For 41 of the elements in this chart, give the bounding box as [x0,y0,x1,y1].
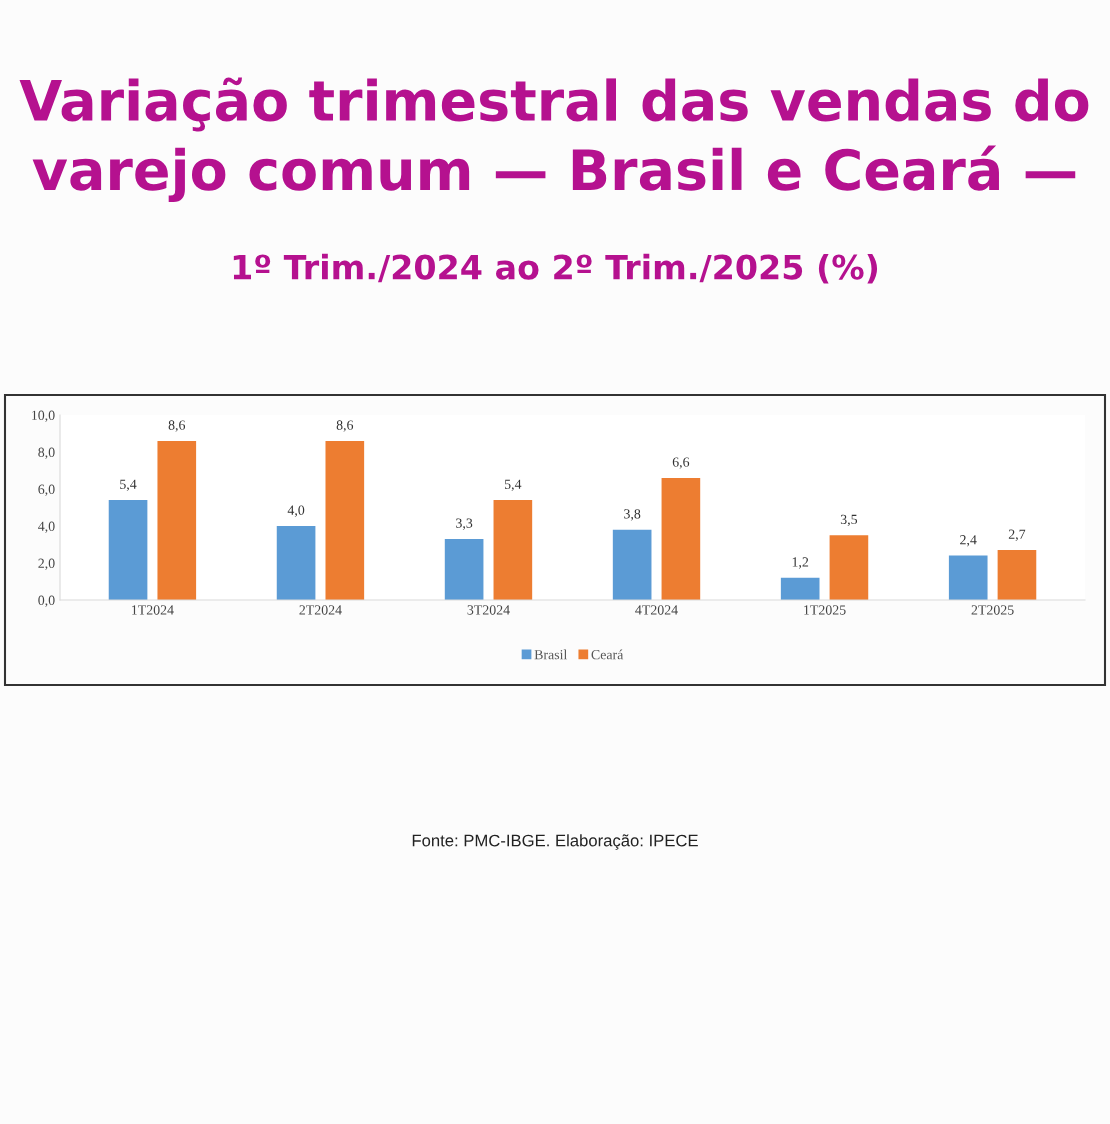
bar [948,555,988,600]
source-note: Fonte: PMC-IBGE. Elaboração: IPECE [412,834,698,850]
chart-subtitle: 1º Trim./2024 ao 2º Trim./2025 (%) [233,253,878,284]
bar [661,477,701,600]
bar [829,535,869,600]
data-label: 5,4 [504,479,522,491]
chart-title: Variação trimestral das vendas do varejo comum — Brasil e Ceará — [19,77,1089,202]
legend-label: Ceará [591,649,624,660]
data-label: 2,4 [960,535,977,547]
data-label: 4,0 [287,505,305,517]
x-tick-label: 1T2024 [132,605,174,615]
y-tick-label: 0,0 [38,595,55,607]
x-tick-label: 2T2024 [299,605,342,615]
data-label: 5,4 [120,479,137,491]
x-tick-label: 4T2024 [635,605,678,615]
bar [276,526,316,600]
bar [444,538,484,600]
data-label: 1,2 [792,557,809,569]
data-label: 8,6 [336,420,354,432]
bar [157,440,197,600]
x-tick-label: 1T2025 [804,605,846,615]
bar [108,500,148,600]
y-tick-label: 10,0 [32,410,55,422]
x-tick-label: 2T2025 [971,605,1014,615]
data-label: 3,5 [840,514,858,527]
bar [612,529,652,600]
y-tick-label: 2,0 [38,558,55,570]
bar [325,440,365,600]
bar [780,577,820,600]
data-label: 8,6 [168,420,186,432]
x-tick-label: 3T2024 [467,605,510,615]
legend-label: Brasil [534,649,568,660]
y-tick-label: 6,0 [38,484,55,496]
data-label: 2,7 [1008,529,1026,541]
data-label: 3,3 [456,518,473,530]
bar [997,550,1037,600]
bar [493,500,533,600]
y-tick-label: 4,0 [38,521,55,533]
data-label: 6,6 [672,457,690,469]
y-tick-label: 8,0 [38,447,55,459]
data-label: 3,8 [624,509,641,521]
